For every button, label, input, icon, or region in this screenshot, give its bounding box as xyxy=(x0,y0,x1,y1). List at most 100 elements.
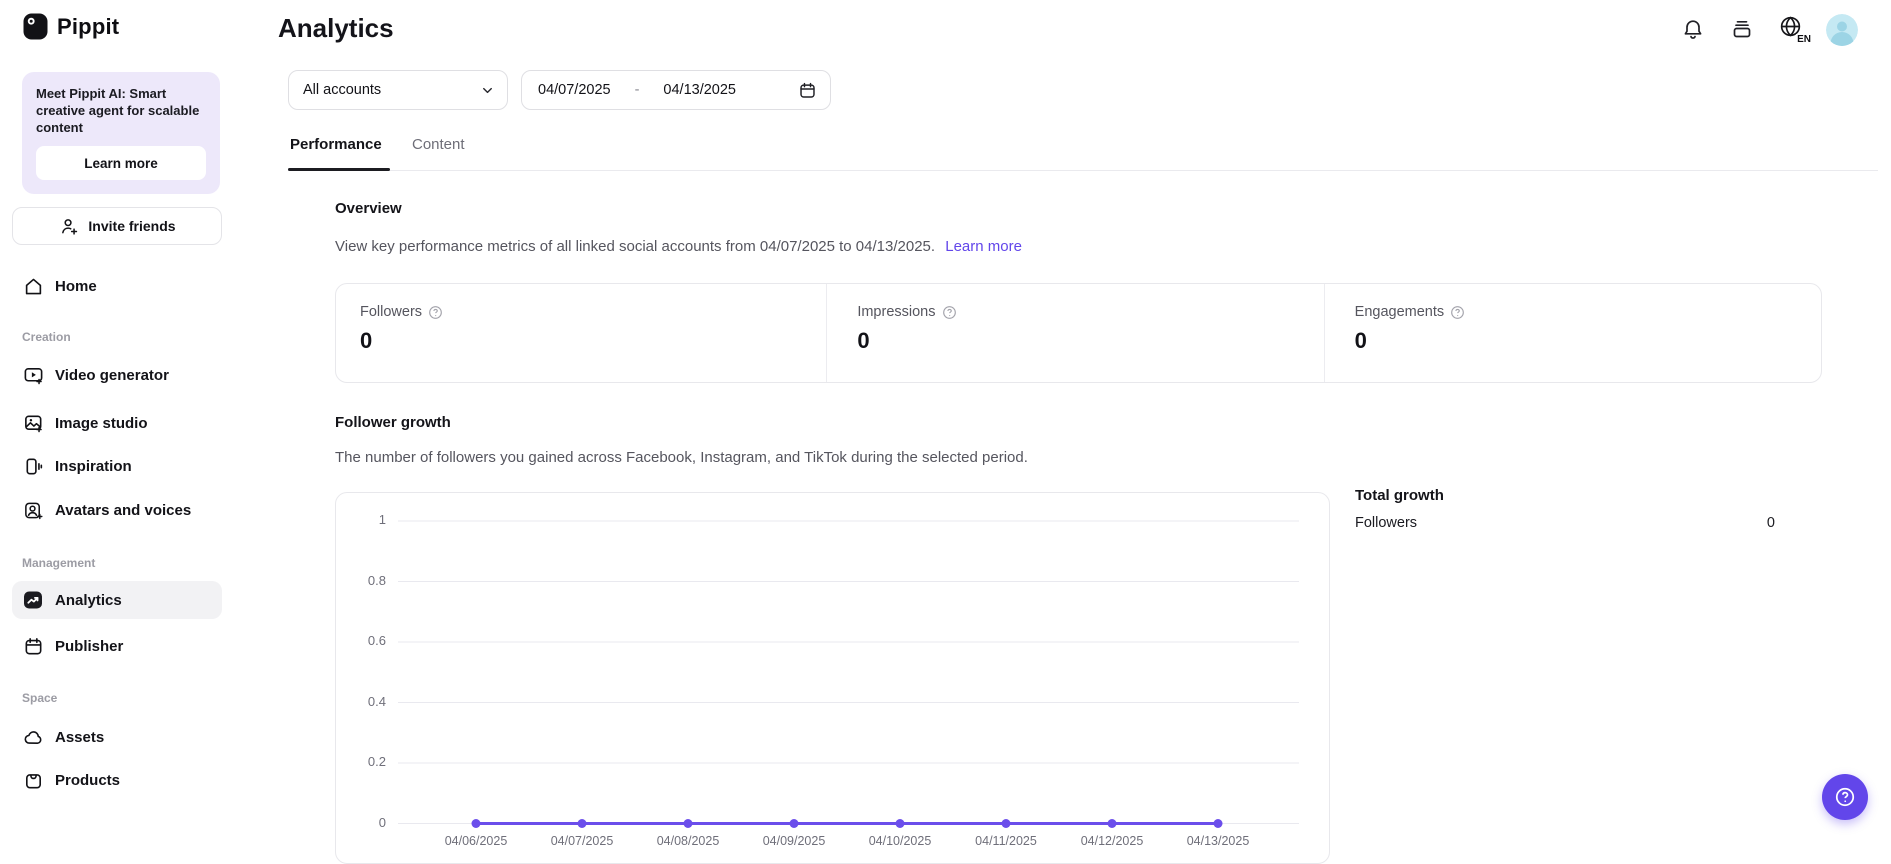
date-range-picker[interactable]: 04/07/2025 - 04/13/2025 xyxy=(521,70,831,110)
promo-text-bold: Meet Pippit AI xyxy=(36,86,122,101)
sidebar-item-label: Video generator xyxy=(55,366,169,384)
account-select-value: All accounts xyxy=(303,82,382,98)
sidebar-item-label: Publisher xyxy=(55,637,124,655)
date-start-value: 04/07/2025 xyxy=(538,82,611,98)
help-circle-icon[interactable] xyxy=(428,305,443,320)
analytics-icon xyxy=(22,589,44,611)
follower-growth-chart: 1 0.8 0.6 0.4 0.2 0 04/06/2025 04/07/2025 04/08/… xyxy=(335,492,1330,864)
sidebar-item-inspiration[interactable]: Inspiration xyxy=(12,448,222,484)
promo-card: Meet Pippit AI: Smart creative agent for… xyxy=(22,72,220,194)
account-select[interactable]: All accounts xyxy=(288,70,508,110)
active-tab-underline xyxy=(288,168,390,171)
sidebar-item-avatars-and-voices[interactable]: Avatars and voices xyxy=(12,492,222,528)
metric-label: Engagements xyxy=(1354,304,1445,320)
invite-friends-label: Invite friends xyxy=(88,218,176,234)
question-mark-icon xyxy=(1832,784,1858,810)
total-growth-row: Followers 0 xyxy=(1355,515,1775,531)
tab-content[interactable]: Content xyxy=(412,136,465,153)
y-axis-tick: 1 xyxy=(378,512,386,527)
pippit-logo-icon xyxy=(22,13,49,40)
sidebar-item-label: Inspiration xyxy=(55,457,132,475)
promo-text: Meet Pippit AI: Smart creative agent for… xyxy=(36,85,206,136)
sidebar-item-label: Image studio xyxy=(55,414,148,432)
section-label-management: Management xyxy=(22,556,96,570)
sidebar-item-assets[interactable]: Assets xyxy=(12,719,222,755)
overview-learn-more-link[interactable]: Learn more xyxy=(945,238,1022,255)
image-studio-icon xyxy=(22,412,44,434)
x-axis-tick: 04/06/2025 xyxy=(444,834,508,848)
sidebar-item-home[interactable]: Home xyxy=(12,268,222,304)
y-axis-tick: 0.2 xyxy=(367,754,386,769)
metric-value: 0 xyxy=(360,328,373,353)
x-axis-tick: 04/10/2025 xyxy=(868,834,932,848)
overview-description: View key performance metrics of all link… xyxy=(335,238,1022,255)
total-growth-heading: Total growth xyxy=(1355,487,1444,504)
promo-text-rest: : Smart creative agent for scalable cont… xyxy=(36,86,200,135)
metric-label: Impressions xyxy=(857,304,936,320)
follower-growth-heading: Follower growth xyxy=(335,414,451,431)
metric-followers: Followers 0 xyxy=(336,284,826,382)
y-axis-tick: 0.4 xyxy=(367,693,386,709)
person-plus-icon xyxy=(58,215,80,237)
help-circle-icon[interactable] xyxy=(1450,305,1465,320)
y-axis-tick: 0.8 xyxy=(367,572,386,588)
overview-metrics-card: Followers 0 Impressions 0 Engagements 0 xyxy=(335,283,1822,383)
follower-growth-plot: 1 0.8 0.6 0.4 0.2 0 04/06/2025 04/07/2025 04/08/… xyxy=(336,493,1329,863)
pippit-logo[interactable]: Pippit xyxy=(22,13,119,40)
date-end-value: 04/13/2025 xyxy=(663,82,736,98)
follower-growth-description: The number of followers you gained acros… xyxy=(335,449,1028,466)
publisher-calendar-icon xyxy=(22,635,44,657)
sidebar-item-image-studio[interactable]: Image studio xyxy=(12,405,222,441)
follower-growth-canvas xyxy=(398,520,1299,828)
video-generator-icon xyxy=(22,364,44,386)
y-axis-tick: 0 xyxy=(378,814,386,830)
sidebar-item-publisher[interactable]: Publisher xyxy=(12,628,222,664)
x-axis-tick: 04/11/2025 xyxy=(975,834,1037,848)
total-growth-label: Followers xyxy=(1355,515,1418,531)
language-badge: EN xyxy=(1796,34,1812,45)
tabs-divider xyxy=(288,170,1878,171)
section-label-creation: Creation xyxy=(22,330,71,344)
sidebar-item-label: Assets xyxy=(55,728,105,746)
workspace-drawer-icon[interactable] xyxy=(1729,16,1755,42)
x-axis-tick: 04/13/2025 xyxy=(1186,834,1250,848)
shopping-bag-icon xyxy=(22,769,44,791)
tab-performance[interactable]: Performance xyxy=(290,136,382,153)
metric-label: Followers xyxy=(360,304,423,320)
metric-value: 0 xyxy=(857,328,870,353)
avatars-and-voices-icon xyxy=(22,499,44,521)
y-axis-tick: 0.6 xyxy=(367,633,386,648)
calendar-icon xyxy=(798,81,817,100)
sidebar-item-analytics[interactable]: Analytics xyxy=(12,581,222,619)
metric-engagements: Engagements 0 xyxy=(1323,284,1821,382)
sidebar-item-label: Analytics xyxy=(55,591,122,609)
chevron-down-icon xyxy=(480,83,495,98)
invite-friends-button[interactable]: Invite friends xyxy=(12,207,222,245)
sidebar-item-video-generator[interactable]: Video generator xyxy=(12,357,222,393)
language-selector[interactable]: EN xyxy=(1778,14,1812,45)
metric-impressions: Impressions 0 xyxy=(826,284,1323,382)
page-title: Analytics xyxy=(278,13,394,43)
x-axis-tick: 04/08/2025 xyxy=(656,834,720,848)
section-label-space: Space xyxy=(22,691,58,705)
sidebar-item-label: Home xyxy=(55,277,97,295)
brand-name: Pippit xyxy=(57,13,120,39)
inspiration-icon xyxy=(22,455,44,477)
x-axis-tick: 04/07/2025 xyxy=(550,834,614,848)
total-growth-value: 0 xyxy=(1766,515,1775,531)
learn-more-button[interactable]: Learn more xyxy=(36,146,206,180)
user-avatar[interactable] xyxy=(1826,14,1858,46)
cloud-icon xyxy=(22,726,44,748)
notifications-bell-icon[interactable] xyxy=(1680,16,1706,42)
sidebar-item-products[interactable]: Products xyxy=(12,762,222,798)
x-axis-tick: 04/12/2025 xyxy=(1080,834,1144,848)
date-separator: - xyxy=(634,82,640,98)
sidebar-item-label: Products xyxy=(55,771,121,789)
overview-heading: Overview xyxy=(335,200,402,217)
sidebar-item-label: Avatars and voices xyxy=(55,501,192,519)
help-circle-icon[interactable] xyxy=(942,305,957,320)
home-icon xyxy=(22,275,44,297)
help-fab-button[interactable] xyxy=(1822,774,1868,820)
overview-description-text: View key performance metrics of all link… xyxy=(335,238,936,255)
metric-value: 0 xyxy=(1354,328,1367,353)
